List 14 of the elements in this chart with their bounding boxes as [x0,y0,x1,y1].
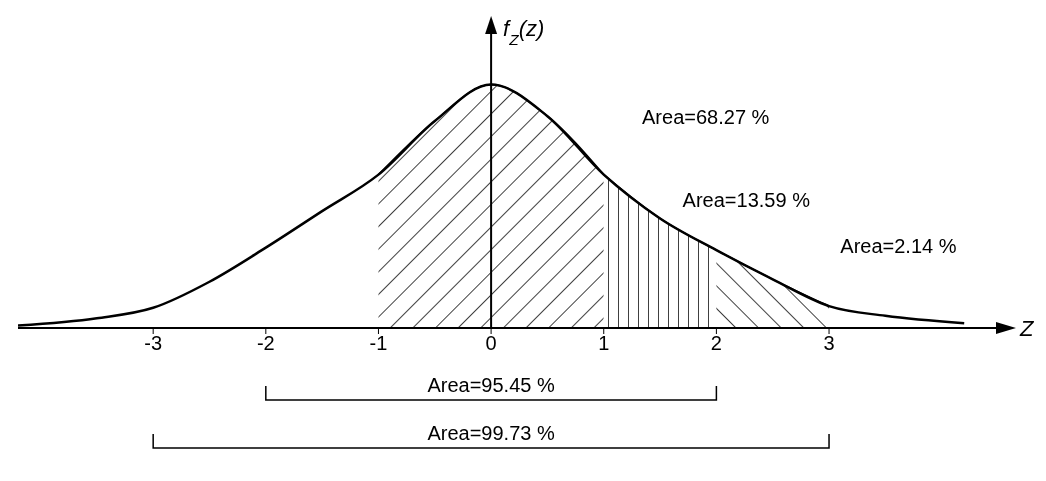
annotation: Area=13.59 % [682,188,811,211]
x-tick-label: -1 [369,332,388,355]
x-axis-title: Z [1019,316,1035,341]
annotation: Area=2.14 % [840,234,957,257]
x-tick-label: 0 [485,332,497,355]
x-tick-label: 1 [598,332,610,355]
x-tick-label: -2 [256,332,275,355]
x-tick-label: 2 [710,332,722,355]
text: Area=99.73 % [427,422,555,444]
x-tick-label: -3 [144,332,163,355]
annotation: Area=68.27 % [642,105,770,128]
y-axis-title: f$_{Z}$(z) [503,16,545,48]
x-tick-label: 3 [823,332,835,355]
text: Area=95.45 % [427,374,555,396]
